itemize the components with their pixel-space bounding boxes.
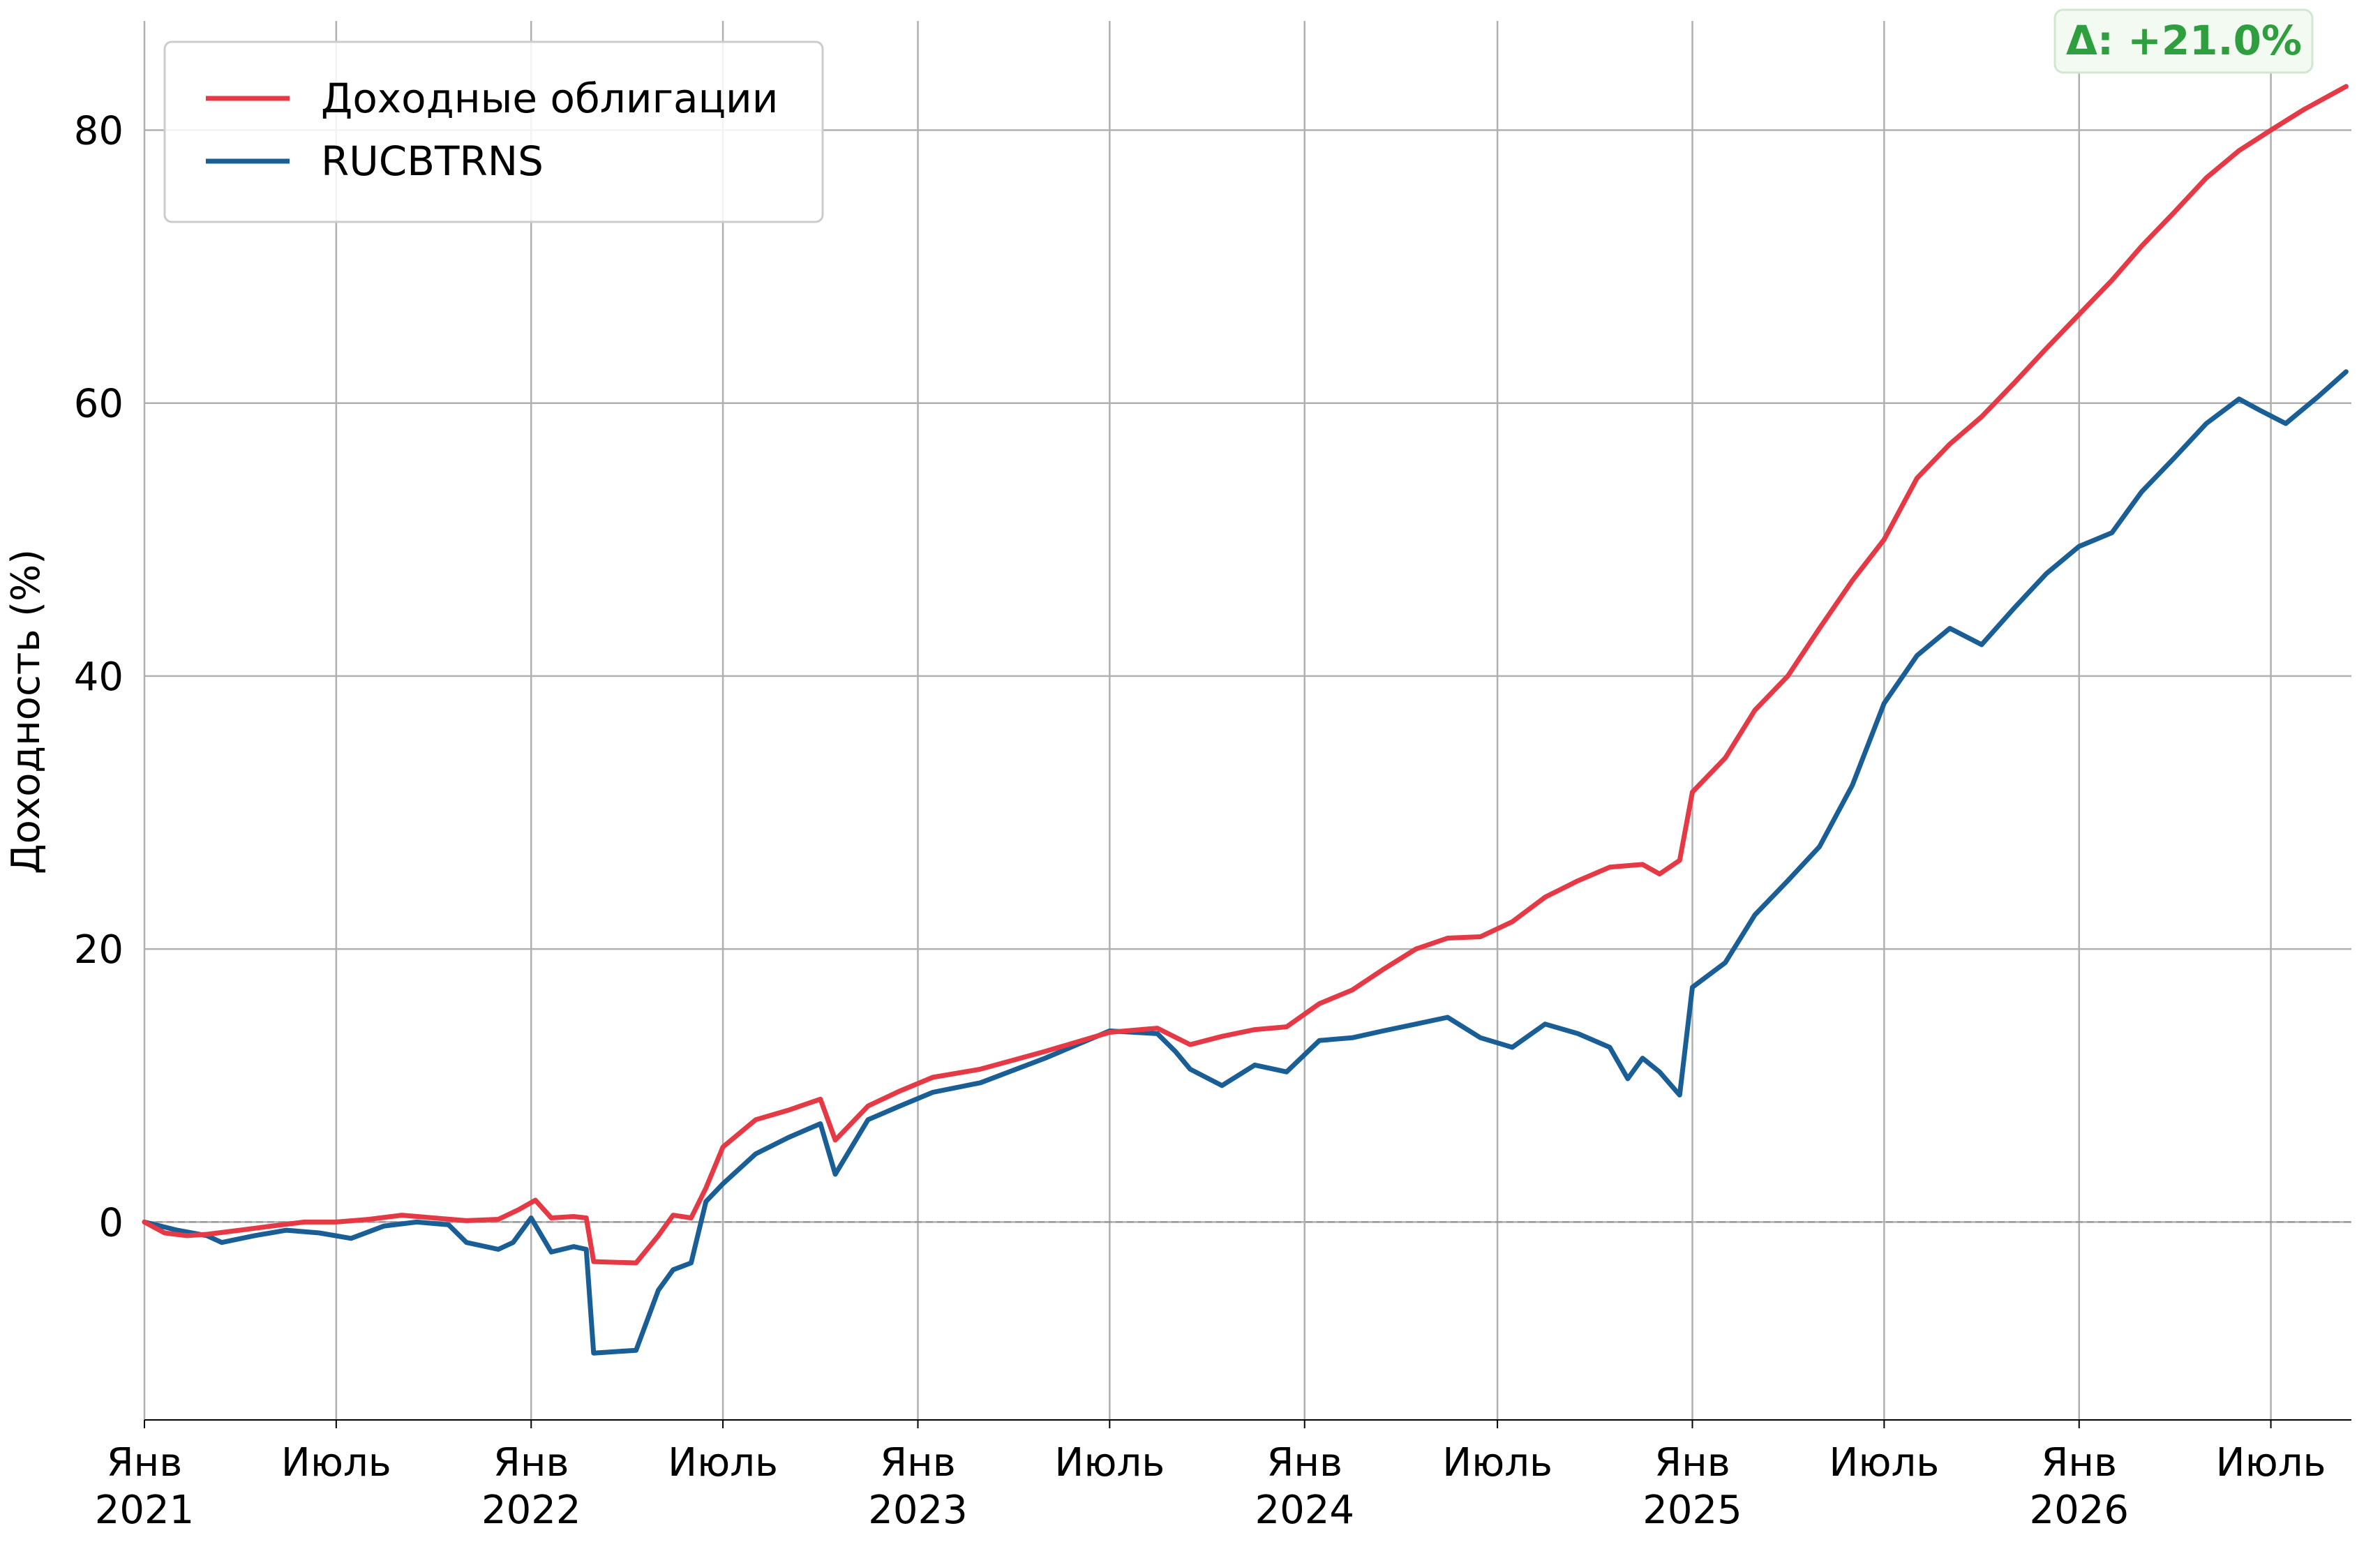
- y-tick-label: 20: [74, 927, 124, 973]
- x-tick-label-year: 2021: [95, 1488, 195, 1533]
- x-tick-label-year: 2026: [2029, 1488, 2129, 1533]
- y-tick-label: 0: [98, 1200, 124, 1245]
- y-tick-label: 40: [74, 654, 124, 700]
- x-tick-label-month: Июль: [1829, 1440, 1939, 1486]
- delta-annotation-text: Δ: +21.0%: [2066, 17, 2302, 64]
- delta-annotation: Δ: +21.0%: [2053, 8, 2314, 74]
- x-tick-label-month: Янв: [1266, 1440, 1342, 1486]
- x-tick-label-month: Июль: [1442, 1440, 1552, 1486]
- grid: [143, 21, 2351, 1420]
- x-tick-label-month: Янв: [2041, 1440, 2117, 1486]
- x-tick-label-month: Июль: [2216, 1440, 2326, 1486]
- delta-annotation-box: [2053, 8, 2314, 74]
- x-tick-label-month: Янв: [1654, 1440, 1730, 1486]
- x-tick-label-month: Июль: [281, 1440, 391, 1486]
- y-tick-label: 80: [74, 108, 124, 154]
- legend-label-rucbtrns: RUCBTRNS: [321, 137, 544, 185]
- y-axis-ticks: 0 20 40 60 80: [74, 108, 124, 1245]
- x-tick-label-month: Июль: [1054, 1440, 1165, 1486]
- x-tick-label-month: Янв: [107, 1440, 183, 1486]
- x-tick-label-month: Янв: [493, 1440, 569, 1486]
- y-axis-label: Доходность (%): [3, 549, 49, 874]
- legend: Доходные облигации RUCBTRNS: [163, 40, 824, 223]
- legend-label-income-bonds: Доходные облигации: [321, 75, 778, 122]
- x-tick-label-year: 2024: [1255, 1488, 1354, 1533]
- x-tick-label-year: 2022: [481, 1488, 581, 1533]
- x-tick-label-year: 2023: [868, 1488, 968, 1533]
- y-tick-label: 60: [74, 382, 124, 427]
- x-tick-label-year: 2025: [1642, 1488, 1742, 1533]
- x-tick-label-month: Июль: [668, 1440, 778, 1486]
- series-line-rucbtrns: [142, 369, 2349, 1356]
- x-tick-label-month: Янв: [880, 1440, 956, 1486]
- series-line-income-bonds: [142, 84, 2349, 1266]
- legend-frame: [163, 40, 824, 223]
- series-layer: [142, 84, 2349, 1356]
